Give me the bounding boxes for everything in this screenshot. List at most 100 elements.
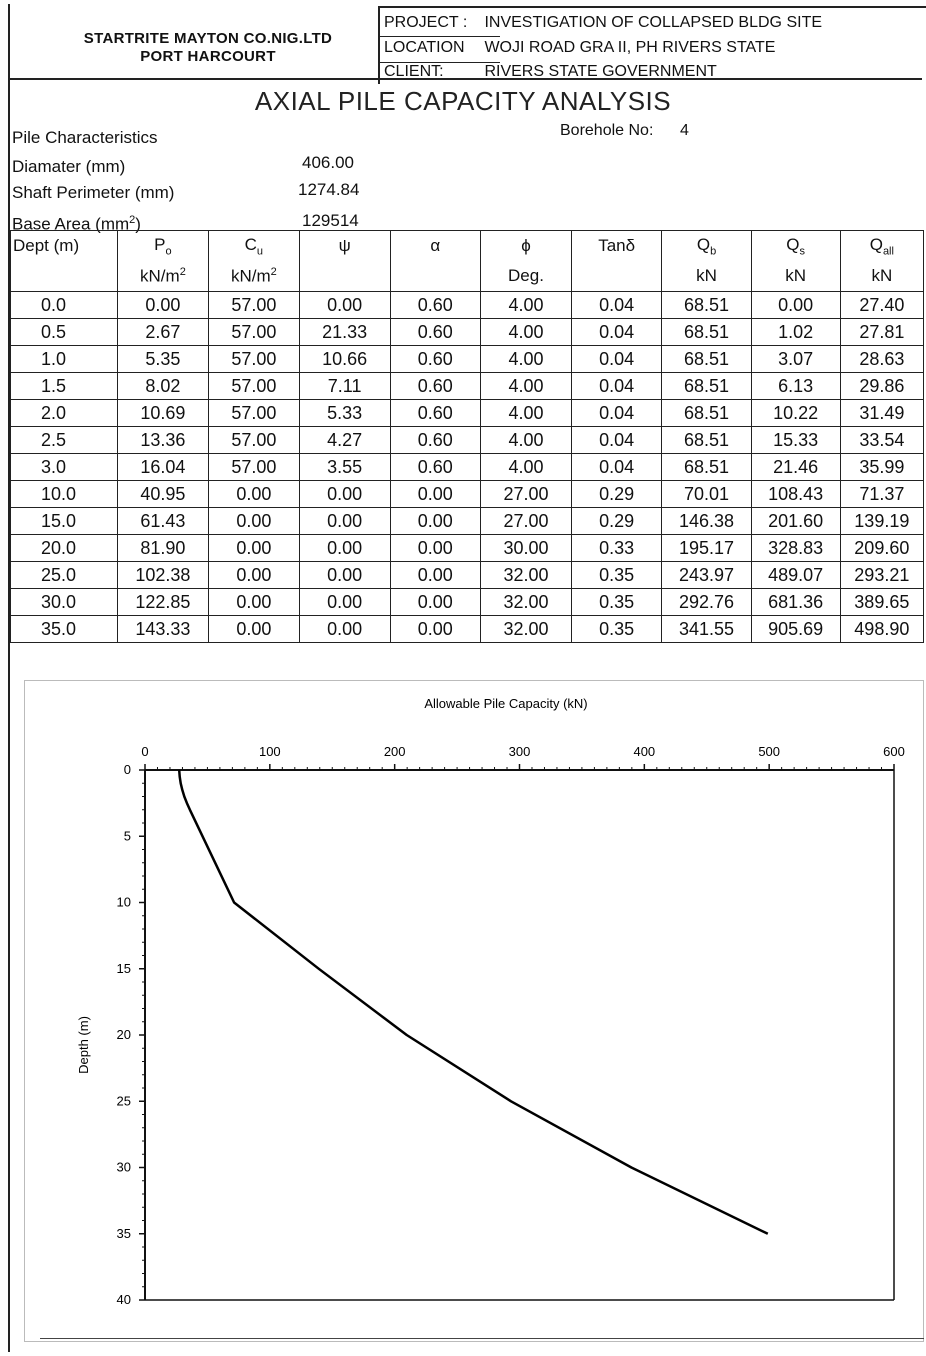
cell-qs: 108.43 xyxy=(750,480,841,508)
cell-qb: 68.51 xyxy=(661,372,752,400)
cell-phi: 4.00 xyxy=(480,345,572,373)
header-qall-sub: all xyxy=(882,245,894,258)
unit-qb: kN xyxy=(661,261,752,292)
header-qb-sub: b xyxy=(710,245,717,258)
table-row: 25.0 102.38 0.00 0.00 0.00 32.00 0.35 243.97 489… xyxy=(10,561,925,589)
cell-alpha: 0.60 xyxy=(389,372,482,400)
cell-qb: 68.51 xyxy=(661,291,752,319)
cell-dept: 2.0 xyxy=(10,399,118,427)
base-area-label-text: Base Area (mm xyxy=(12,214,130,234)
cell-qs: 21.46 xyxy=(750,453,841,481)
cell-qall: 27.81 xyxy=(839,318,925,346)
cell-alpha: 0.00 xyxy=(389,534,482,562)
cell-cu: 57.00 xyxy=(207,453,300,481)
project-divider xyxy=(380,36,500,37)
header-alpha: α xyxy=(389,230,482,261)
cell-tan: 0.04 xyxy=(570,399,663,427)
cell-po: 5.35 xyxy=(116,345,209,373)
cell-dept: 0.5 xyxy=(10,318,118,346)
cell-qall: 71.37 xyxy=(839,480,925,508)
perimeter-value: 1274.84 xyxy=(298,180,360,199)
cell-psi: 0.00 xyxy=(298,534,391,562)
report-header: STARTRITE MAYTON CO.NIG.LTD PORT HARCOUR… xyxy=(8,6,926,86)
cell-psi: 0.00 xyxy=(298,480,391,508)
cell-dept: 0.0 xyxy=(10,291,118,319)
unit-qs: kN xyxy=(750,261,841,292)
header-phi: ϕ xyxy=(480,230,572,261)
cell-psi: 7.11 xyxy=(298,372,391,400)
project-value: INVESTIGATION OF COLLAPSED BLDG SITE xyxy=(484,14,823,31)
table-body: 0.0 0.00 57.00 0.00 0.60 4.00 0.04 68.51 0.00 27.… xyxy=(10,291,925,643)
cell-tan: 0.35 xyxy=(570,588,663,616)
cell-psi: 5.33 xyxy=(298,399,391,427)
header-tan: Tanδ xyxy=(570,230,663,261)
cell-qb: 146.38 xyxy=(661,507,752,535)
table-row: 2.5 13.36 57.00 4.27 0.60 4.00 0.04 68.51 15.33 3… xyxy=(10,426,925,454)
base-area-sup: 2 xyxy=(129,214,136,226)
cell-po: 8.02 xyxy=(116,372,209,400)
cell-psi: 0.00 xyxy=(298,588,391,616)
header-qall: Qall xyxy=(839,230,925,261)
cell-dept: 10.0 xyxy=(10,480,118,508)
table-row: 2.0 10.69 57.00 5.33 0.60 4.00 0.04 68.51 10.22 3… xyxy=(10,399,925,427)
unit-po-text: kN/m xyxy=(140,266,180,286)
header-qs-symbol: Q xyxy=(786,234,800,254)
table-row: 3.0 16.04 57.00 3.55 0.60 4.00 0.04 68.51 21.46 3… xyxy=(10,453,925,481)
unit-cu-text: kN/m xyxy=(230,266,271,286)
cell-tan: 0.29 xyxy=(570,507,663,535)
cell-dept: 30.0 xyxy=(10,588,118,616)
company-name: STARTRITE MAYTON CO.NIG.LTD PORT HARCOUR… xyxy=(48,30,368,66)
cell-alpha: 0.60 xyxy=(389,345,482,373)
cell-qs: 1.02 xyxy=(750,318,841,346)
table-row: 30.0 122.85 0.00 0.00 0.00 32.00 0.35 292.76 681… xyxy=(10,588,925,616)
unit-po: kN/m2 xyxy=(116,261,209,292)
company-line-2: PORT HARCOURT xyxy=(140,48,276,65)
cell-alpha: 0.60 xyxy=(389,426,482,454)
header-qs-sub: s xyxy=(799,245,805,258)
cell-psi: 21.33 xyxy=(298,318,391,346)
cell-qb: 292.76 xyxy=(661,588,752,616)
cell-tan: 0.04 xyxy=(570,291,663,319)
cell-phi: 4.00 xyxy=(480,426,572,454)
cell-cu: 57.00 xyxy=(207,291,300,319)
project-info-box: PROJECT : INVESTIGATION OF COLLAPSED BLD… xyxy=(378,6,926,84)
cell-qb: 68.51 xyxy=(661,426,752,454)
cell-po: 102.38 xyxy=(116,561,209,589)
cell-phi: 32.00 xyxy=(480,561,572,589)
cell-qall: 31.49 xyxy=(839,399,925,427)
cell-qb: 68.51 xyxy=(661,399,752,427)
cell-qb: 68.51 xyxy=(661,453,752,481)
title-rule xyxy=(8,78,922,80)
header-po-symbol: P xyxy=(154,234,166,254)
cell-qall: 27.40 xyxy=(839,291,925,319)
cell-tan: 0.04 xyxy=(570,318,663,346)
cell-alpha: 0.00 xyxy=(389,507,482,535)
cell-qall: 293.21 xyxy=(839,561,925,589)
cell-po: 61.43 xyxy=(116,507,209,535)
cell-psi: 0.00 xyxy=(298,615,391,643)
cell-phi: 27.00 xyxy=(480,507,572,535)
cell-cu: 57.00 xyxy=(207,318,300,346)
cell-psi: 0.00 xyxy=(298,507,391,535)
cell-cu: 57.00 xyxy=(207,426,300,454)
unit-psi xyxy=(298,261,391,292)
diameter-label: Diamater (mm) xyxy=(12,157,126,176)
cell-po: 2.67 xyxy=(116,318,209,346)
cell-psi: 0.00 xyxy=(298,561,391,589)
cell-phi: 32.00 xyxy=(480,615,572,643)
table-row: 1.5 8.02 57.00 7.11 0.60 4.00 0.04 68.51 6.13 29.… xyxy=(10,372,925,400)
table-row: 10.0 40.95 0.00 0.00 0.00 27.00 0.29 70.01 108.4… xyxy=(10,480,925,508)
cell-qall: 33.54 xyxy=(839,426,925,454)
cell-po: 122.85 xyxy=(116,588,209,616)
cell-tan: 0.04 xyxy=(570,345,663,373)
borehole-value: 4 xyxy=(680,122,689,139)
table-unit-row: kN/m2 kN/m2 Deg. kN kN kN xyxy=(10,261,925,292)
cell-cu: 0.00 xyxy=(207,588,300,616)
cell-cu: 0.00 xyxy=(207,615,300,643)
cell-qall: 498.90 xyxy=(839,615,925,643)
company-line-1: STARTRITE MAYTON CO.NIG.LTD xyxy=(83,30,333,47)
base-area-value: 129514 xyxy=(302,211,359,230)
table-header-row: Dept (m) Po Cu ψ α ϕ Tanδ Qb Qs Qall xyxy=(10,230,925,261)
table-row: 0.0 0.00 57.00 0.00 0.60 4.00 0.04 68.51 0.00 27.… xyxy=(10,291,925,319)
perimeter-label: Shaft Perimeter (mm) xyxy=(12,183,175,202)
